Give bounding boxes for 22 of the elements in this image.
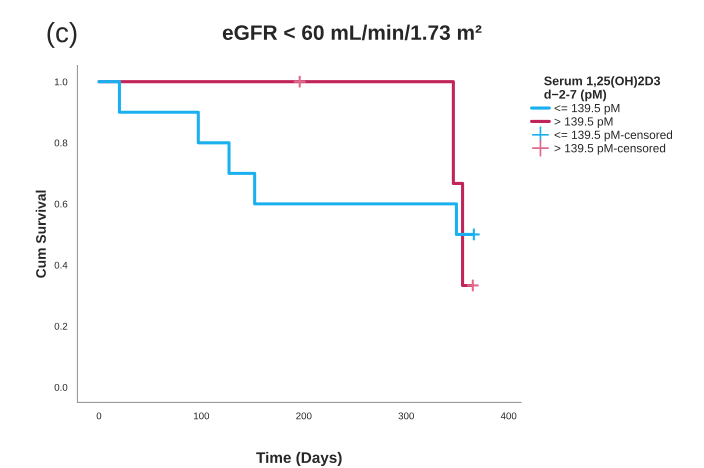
legend-label: > 139.5 pM [554,117,612,128]
x-axis-title: Time (Days) [256,452,342,466]
y-tick-label: 0.6 [54,200,68,208]
y-tick-label: 0.4 [54,262,68,269]
x-tick-label: 0 [96,412,102,420]
point [466,278,480,292]
y-tick-label: 0.0 [54,384,68,391]
x-tick-label: 300 [398,412,414,420]
y-tick-label: 1.0 [54,78,68,86]
y-axis-title: Cum Survival [36,190,46,278]
chart-title: eGFR < 60 mL/min/1.73 m² [222,24,482,40]
x-tick-label: 100 [194,412,210,420]
x-tick-label: 200 [296,412,312,420]
text: (c) [47,22,76,48]
y-tick-label: 0.2 [54,322,68,330]
legend-title: Serum 1,25(OH)2D3 d−2-7 (pM) [544,76,660,102]
point [292,74,307,89]
legend-label: > 139.5 pM-censored [554,144,666,155]
y-tick-label: 0.8 [54,140,68,146]
legend-label: <= 139.5 pM [554,104,620,115]
legend-label: <= 139.5 pM-censored [554,130,672,142]
x-tick-label: 400 [500,412,516,420]
